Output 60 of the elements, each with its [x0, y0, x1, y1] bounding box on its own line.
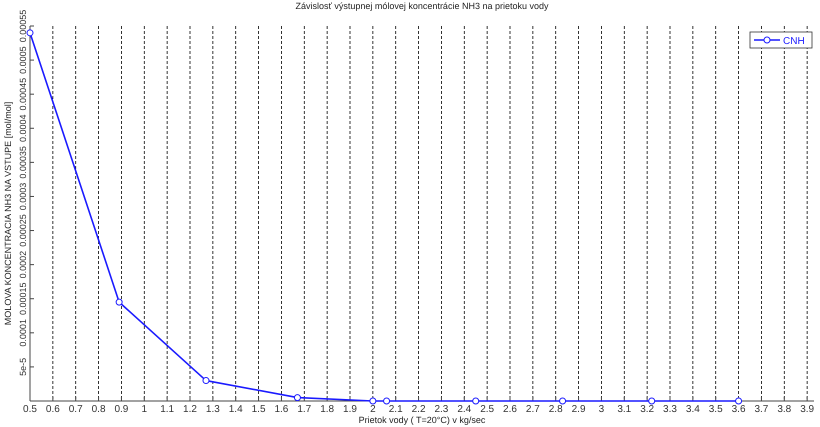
- x-tick-label: 2.2: [412, 404, 426, 415]
- x-tick-label: 3.8: [777, 404, 792, 415]
- x-tick-label: 2.8: [548, 404, 564, 415]
- x-tick-label: 0.7: [68, 404, 84, 415]
- legend-label: CNH: [783, 36, 805, 47]
- y-tick-label: 5e-5: [18, 358, 28, 376]
- point: [559, 398, 566, 404]
- x-tick-label: 3.9: [800, 404, 815, 415]
- y-tick-label: 0.00045: [18, 78, 28, 110]
- x-axis-title: Prietok vody ( T=20°C) v kg/sec: [358, 415, 486, 425]
- y-tick-label: 0.0004: [18, 114, 28, 142]
- point: [202, 377, 210, 384]
- x-tick-label: 0.9: [114, 404, 129, 415]
- x-tick-label: 3.2: [640, 404, 655, 415]
- y-tick-label: 0.0003: [18, 182, 28, 210]
- x-tick-label: 2.1: [388, 404, 404, 415]
- point: [26, 29, 34, 36]
- x-tick-label: 3.7: [754, 404, 769, 415]
- y-tick-label: 0.0001: [18, 319, 28, 347]
- x-tick-label: 1.4: [228, 404, 244, 415]
- point: [294, 394, 301, 402]
- x-tick-label: 1.3: [206, 404, 220, 415]
- x-tick-label: 2.7: [526, 404, 540, 415]
- x-tick-label: 2.9: [572, 404, 586, 415]
- point: [472, 398, 480, 404]
- x-tick-label: 2.6: [503, 404, 518, 415]
- x-tick-label: 3.1: [617, 404, 632, 415]
- x-tick-label: 2.5: [480, 404, 495, 415]
- y-tick-label: 0.00015: [18, 282, 28, 315]
- x-tick-label: 1.9: [343, 404, 358, 415]
- x-tick-label: 2: [370, 404, 376, 415]
- point: [369, 398, 376, 404]
- y-tick-label: 0.0002: [18, 250, 28, 278]
- x-tick-label: 1.7: [297, 404, 312, 415]
- point: [383, 398, 390, 404]
- x-tick-label: 0.6: [46, 404, 60, 415]
- point: [648, 398, 656, 404]
- x-tick-label: 3.4: [686, 404, 700, 415]
- x-tick-label: 1.2: [183, 404, 198, 415]
- point: [116, 298, 123, 306]
- x-tick-label: 1.6: [274, 404, 289, 415]
- point: [735, 398, 742, 404]
- y-axis-title: MOLOVA KONCENTRACIA NH3 NA VSTUPE [mol/mol]: [3, 102, 13, 326]
- x-tick-label: 1.8: [320, 404, 335, 415]
- y-tick-label: 0.0005: [18, 46, 28, 74]
- chart-title: Závislosť výstupnej mólovej koncentrácie NH3 na prietoku vody: [296, 1, 549, 11]
- x-tick-label: 3: [598, 404, 605, 415]
- y-tick-label: 0.00025: [18, 214, 28, 247]
- x-tick-label: 1.1: [160, 404, 175, 415]
- x-tick-label: 3.3: [663, 404, 678, 415]
- x-tick-label: 1: [142, 404, 148, 415]
- x-tick-label: 1.5: [252, 404, 266, 415]
- y-tick-label: 0.00035: [18, 146, 28, 179]
- x-tick-label: 3.6: [732, 404, 746, 415]
- x-tick-label: 2.3: [434, 404, 449, 415]
- x-tick-label: 0.8: [92, 404, 106, 415]
- x-tick-label: 2.4: [457, 404, 472, 415]
- y-tick-label: 0.00055: [18, 10, 28, 42]
- x-tick-label: 3.5: [708, 404, 724, 415]
- x-tick-label: 0.5: [23, 404, 38, 415]
